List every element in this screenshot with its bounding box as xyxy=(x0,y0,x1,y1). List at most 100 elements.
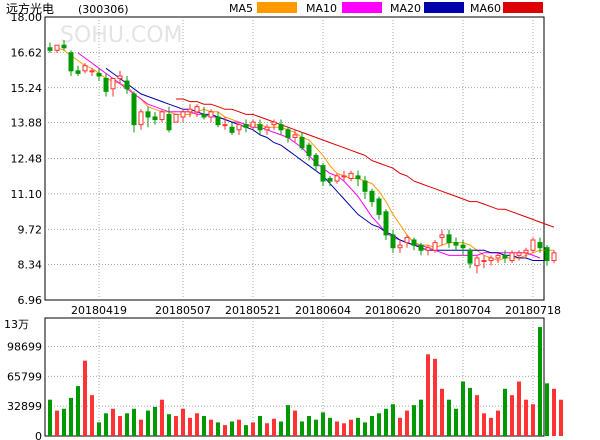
date-tick-label: 20180718 xyxy=(505,304,561,317)
candle-body xyxy=(222,124,228,127)
ma-line-ma20 xyxy=(105,67,547,261)
candle-body xyxy=(89,70,95,73)
volume-bars xyxy=(48,327,563,436)
volume-bar xyxy=(538,327,542,436)
volume-bar xyxy=(398,417,402,436)
candle-body xyxy=(180,111,186,118)
volume-bar xyxy=(125,413,129,436)
volume-bar xyxy=(48,399,52,436)
price-tick-label: 6.96 xyxy=(18,294,43,307)
volume-bar xyxy=(139,419,143,436)
candle-body xyxy=(117,75,123,80)
candlesticks xyxy=(47,40,557,274)
price-tick-label: 15.24 xyxy=(11,82,43,95)
candle-body xyxy=(362,180,368,192)
candle-body xyxy=(61,44,67,49)
candle-body xyxy=(131,93,137,126)
candle-body xyxy=(446,234,452,244)
volume-bar xyxy=(146,410,150,436)
volume-bar xyxy=(293,410,297,436)
volume-bar xyxy=(447,399,451,436)
candle-body xyxy=(250,121,256,128)
volume-bar xyxy=(307,416,311,436)
volume-bar xyxy=(559,399,563,436)
price-tick-label: 12.48 xyxy=(11,153,43,166)
candle-body xyxy=(516,252,522,256)
volume-bar xyxy=(531,404,535,436)
legend-ma20-label: MA20 xyxy=(390,2,421,15)
candle-body xyxy=(432,242,438,251)
candle-body xyxy=(544,247,550,262)
volume-bar xyxy=(111,408,115,436)
candle-body xyxy=(159,111,165,121)
candle-body xyxy=(467,249,473,264)
legend-ma5-swatch xyxy=(257,2,297,13)
date-x-axis: 20180419 20180507 20180521 20180604 20180620… xyxy=(71,304,561,317)
volume-bar xyxy=(349,419,353,436)
candle-body xyxy=(439,234,445,238)
watermark: SOHU.COM xyxy=(60,23,183,48)
volume-bar xyxy=(426,354,430,436)
volume-bar xyxy=(503,388,507,436)
volume-grid xyxy=(45,318,544,436)
volume-bar xyxy=(104,413,108,436)
ma-line-ma5 xyxy=(56,47,554,262)
candle-body xyxy=(418,244,424,251)
volume-bar xyxy=(160,399,164,436)
stock-code: (300306) xyxy=(78,3,129,16)
volume-bar xyxy=(412,405,416,436)
candle-body xyxy=(404,236,410,244)
volume-bar xyxy=(454,408,458,436)
candle-body xyxy=(75,70,81,74)
candle-body xyxy=(201,113,207,118)
volume-bar xyxy=(216,422,220,436)
candle-body xyxy=(411,239,417,246)
price-tick-label: 11.10 xyxy=(11,188,43,201)
volume-bar xyxy=(62,408,66,436)
ma-line-ma60 xyxy=(176,98,555,228)
candle-body xyxy=(369,190,375,203)
volume-bar xyxy=(405,410,409,436)
volume-bar xyxy=(76,386,80,436)
legend: MA5 MA10 MA20 MA60 xyxy=(229,2,543,15)
candle-body xyxy=(236,124,242,131)
volume-bar xyxy=(440,388,444,436)
candle-body xyxy=(425,247,431,251)
volume-bar xyxy=(433,358,437,436)
candle-body xyxy=(355,175,361,179)
volume-bar xyxy=(468,387,472,436)
stock-name: 远方光电 xyxy=(6,1,54,16)
volume-bar xyxy=(55,410,59,436)
candle-body xyxy=(474,257,480,267)
volume-bar xyxy=(461,381,465,436)
candle-body xyxy=(390,234,396,249)
volume-bar xyxy=(335,421,339,436)
candle-body xyxy=(551,252,557,262)
volume-bar xyxy=(356,417,360,436)
volume-bar xyxy=(174,416,178,436)
volume-bar xyxy=(391,404,395,436)
legend-ma5-label: MA5 xyxy=(229,2,253,15)
volume-tick-label: 98699 xyxy=(7,340,42,353)
candle-body xyxy=(124,80,130,90)
price-tick-label: 13.88 xyxy=(11,117,43,130)
volume-tick-label: 0 xyxy=(35,430,42,440)
candle-body xyxy=(320,165,326,182)
candle-body xyxy=(243,124,249,128)
volume-bar xyxy=(90,395,94,436)
candle-body xyxy=(530,239,536,251)
candle-body xyxy=(376,198,382,215)
price-grid xyxy=(45,17,544,300)
date-tick-label: 20180507 xyxy=(155,304,211,317)
volume-bar xyxy=(230,421,234,436)
date-tick-label: 20180419 xyxy=(71,304,127,317)
candle-body xyxy=(173,113,179,123)
volume-bar xyxy=(524,399,528,436)
candle-body xyxy=(327,177,333,182)
candle-body xyxy=(509,252,515,262)
moving-average-lines xyxy=(56,47,555,262)
legend-ma60-swatch xyxy=(503,2,543,13)
volume-bar xyxy=(83,360,87,436)
candle-body xyxy=(257,124,263,131)
